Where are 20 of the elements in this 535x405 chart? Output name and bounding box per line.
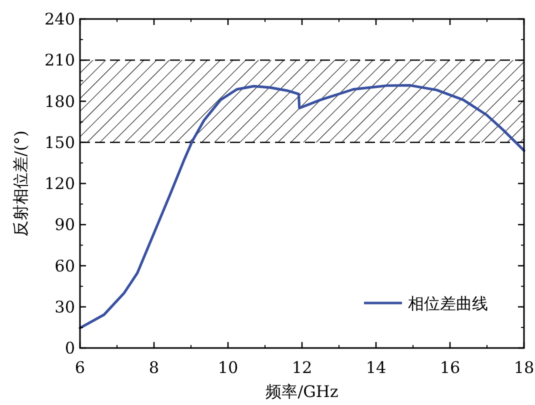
y-tick-label: 210 — [44, 50, 75, 70]
x-tick-label: 10 — [218, 358, 238, 377]
x-tick-label: 16 — [440, 358, 460, 377]
y-tick-label: 120 — [44, 174, 75, 193]
x-tick-label: 14 — [366, 358, 386, 377]
legend: 相位差曲线 — [364, 294, 488, 313]
x-tick-label: 8 — [148, 358, 160, 377]
y-tick-label: 0 — [64, 338, 75, 358]
y-tick-label: 60 — [54, 256, 75, 276]
x-tick-label: 18 — [514, 358, 534, 377]
y-tick-label: 30 — [54, 297, 75, 316]
y-axis-title: 反射相位差/(°) — [11, 130, 30, 236]
y-tick-label: 180 — [44, 92, 75, 111]
y-tick-label: 90 — [54, 215, 75, 234]
x-tick-label: 6 — [74, 358, 86, 377]
y-tick-label: 150 — [44, 132, 75, 152]
y-tick-label: 240 — [44, 10, 75, 28]
x-axis-title: 频率/GHz — [266, 382, 338, 401]
x-tick-label: 12 — [292, 358, 312, 377]
legend-label: 相位差曲线 — [408, 294, 488, 313]
